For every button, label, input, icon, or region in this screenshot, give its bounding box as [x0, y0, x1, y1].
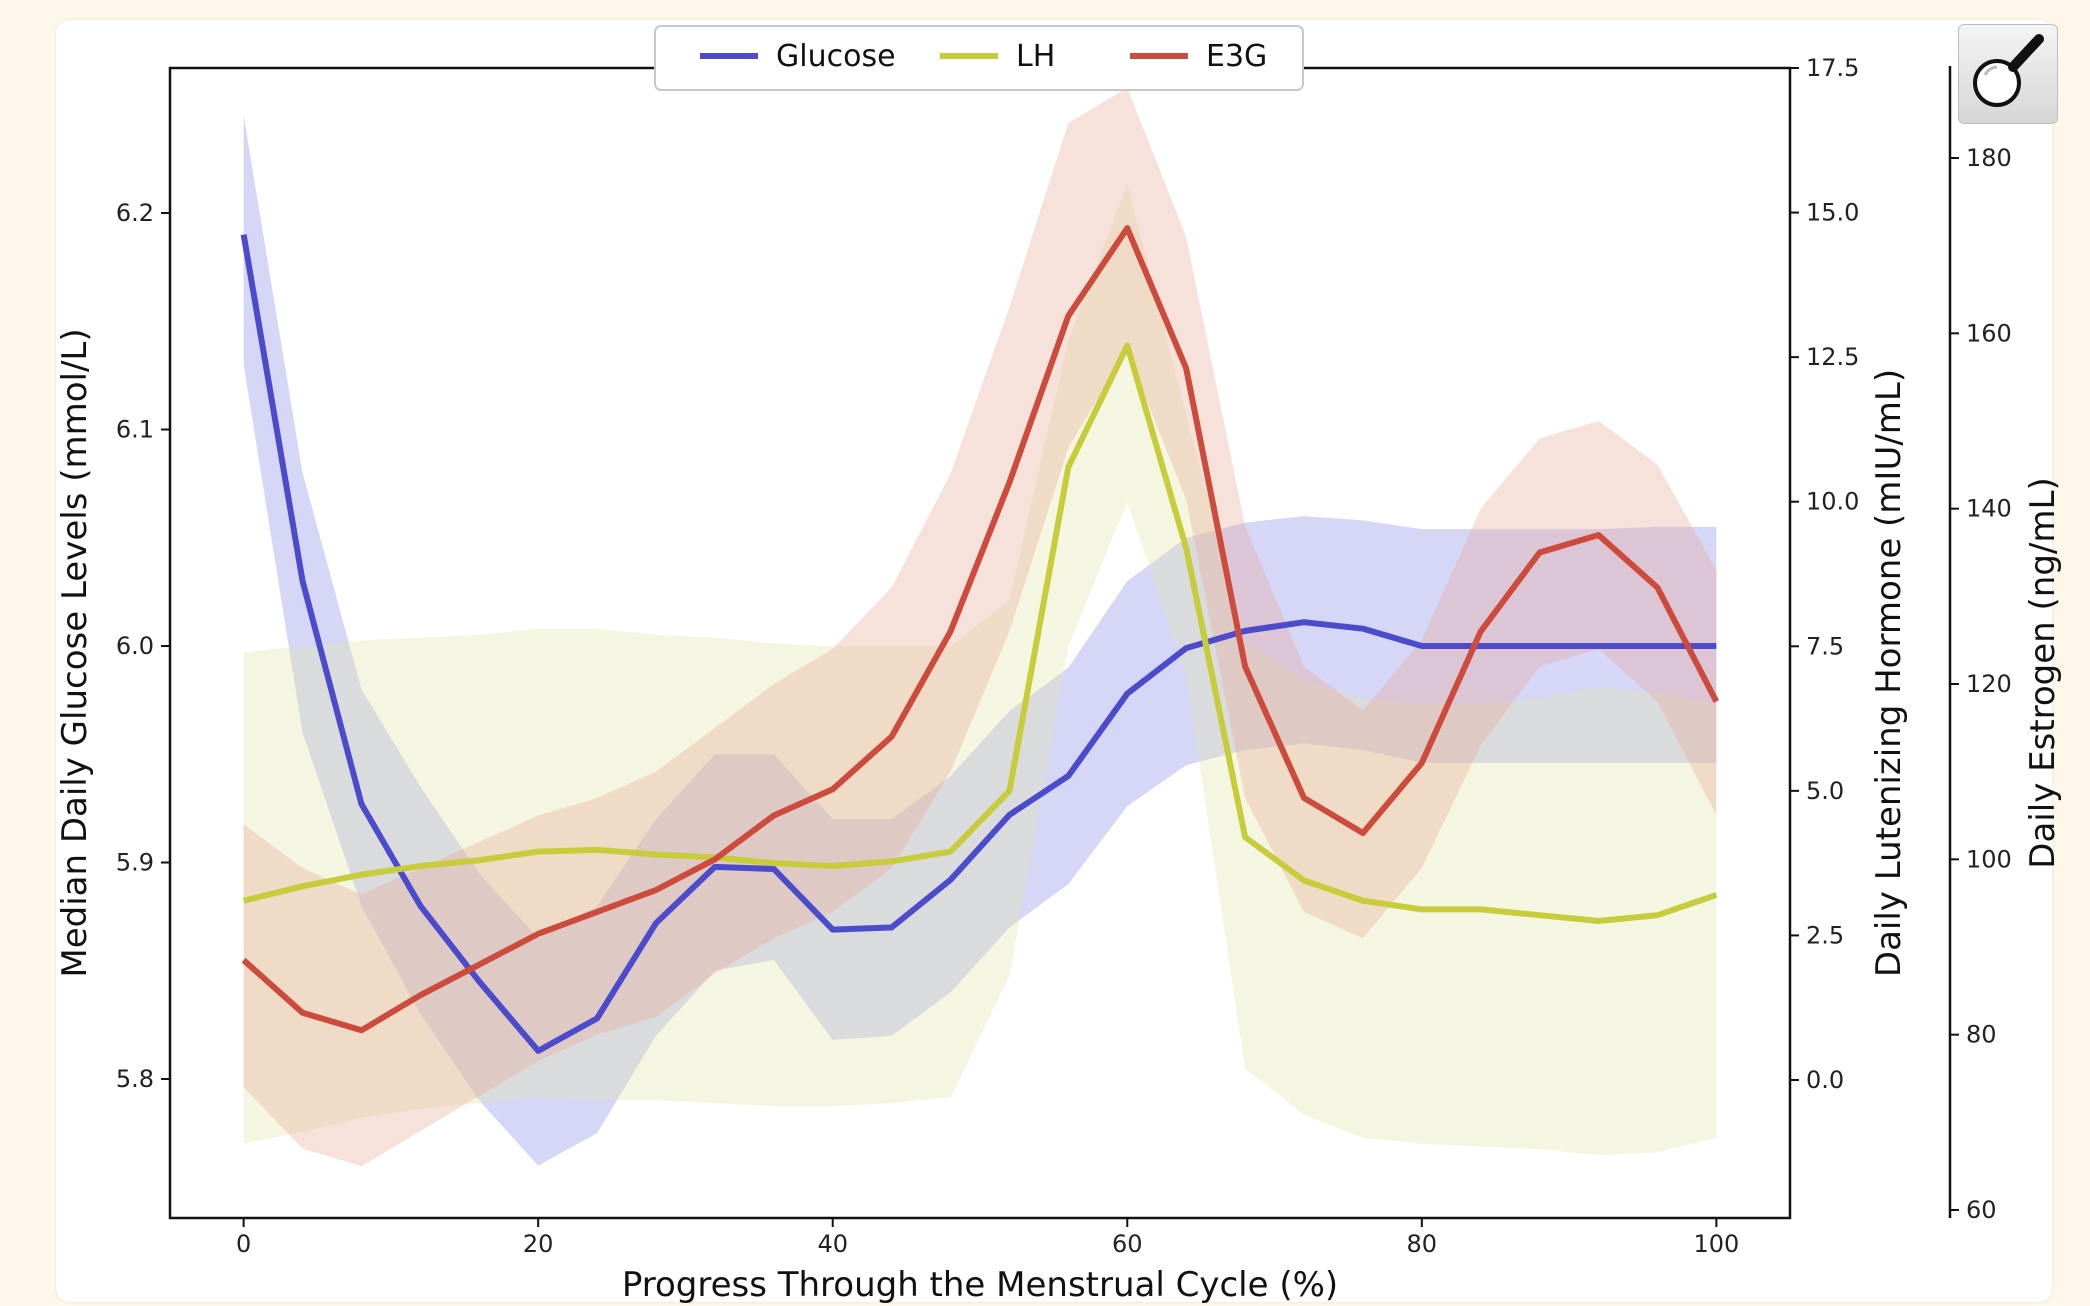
x-tick-label: 80 — [1407, 1230, 1438, 1258]
x-tick-label: 100 — [1693, 1230, 1739, 1258]
lh-tick-label: 7.5 — [1806, 632, 1844, 660]
zoom-button[interactable] — [1958, 24, 2058, 124]
x-tick-label: 0 — [236, 1230, 251, 1258]
e3g-tick-label: 180 — [1966, 144, 2012, 172]
legend-label-e3g: E3G — [1206, 39, 1267, 74]
lh-tick-label: 5.0 — [1806, 777, 1844, 805]
series-lines — [240, 225, 1720, 1054]
lh-tick-label: 10.0 — [1806, 488, 1859, 516]
axes: 0 20 40 60 80 100 Progress Through the Menstru… — [55, 54, 2063, 1305]
lh-tick-label: 17.5 — [1806, 54, 1859, 82]
line-lh — [242, 342, 1718, 924]
e3g-tick-label: 120 — [1966, 670, 2012, 698]
glucose-tick-label: 5.8 — [116, 1065, 154, 1093]
legend-label-lh: LH — [1016, 39, 1055, 74]
confidence-bands — [243, 87, 1717, 1167]
glucose-tick-label: 6.2 — [116, 199, 154, 227]
x-tick-label: 20 — [523, 1230, 554, 1258]
line-e3g — [241, 225, 1720, 1034]
lh-tick-label: 0.0 — [1806, 1066, 1844, 1094]
glucose-axis-label: Median Daily Glucose Levels (mmol/L) — [55, 328, 95, 977]
lh-tick-label: 12.5 — [1806, 343, 1859, 371]
band-lh — [243, 183, 1717, 1156]
lh-tick-label: 2.5 — [1806, 921, 1844, 949]
glucose-tick-label: 6.0 — [116, 632, 154, 660]
e3g-tick-label: 140 — [1966, 495, 2012, 523]
glucose-tick-label: 5.9 — [116, 849, 154, 877]
glucose-tick-label: 6.1 — [116, 416, 154, 444]
e3g-tick-label: 80 — [1966, 1021, 1997, 1049]
x-axis-label: Progress Through the Menstrual Cycle (%) — [622, 1265, 1338, 1305]
band-glucose — [243, 115, 1717, 1166]
x-tick-label: 40 — [817, 1230, 848, 1258]
magnifier-icon — [1973, 34, 2044, 107]
lh-tick-label: 15.0 — [1806, 199, 1859, 227]
e3g-tick-label: 100 — [1966, 845, 2012, 873]
chart-card — [56, 20, 2052, 1302]
legend: Glucose LH E3G — [654, 25, 1304, 91]
e3g-tick-label: 160 — [1966, 319, 2012, 347]
e3g-tick-label: 60 — [1966, 1196, 1997, 1224]
e3g-axis-label: Daily Estrogen (ng/mL) — [2023, 477, 2063, 868]
x-tick-label: 60 — [1112, 1230, 1143, 1258]
legend-label-glucose: Glucose — [776, 39, 896, 74]
lh-axis-label: Daily Lutenizing Hormone (mIU/mL) — [1869, 369, 1909, 977]
